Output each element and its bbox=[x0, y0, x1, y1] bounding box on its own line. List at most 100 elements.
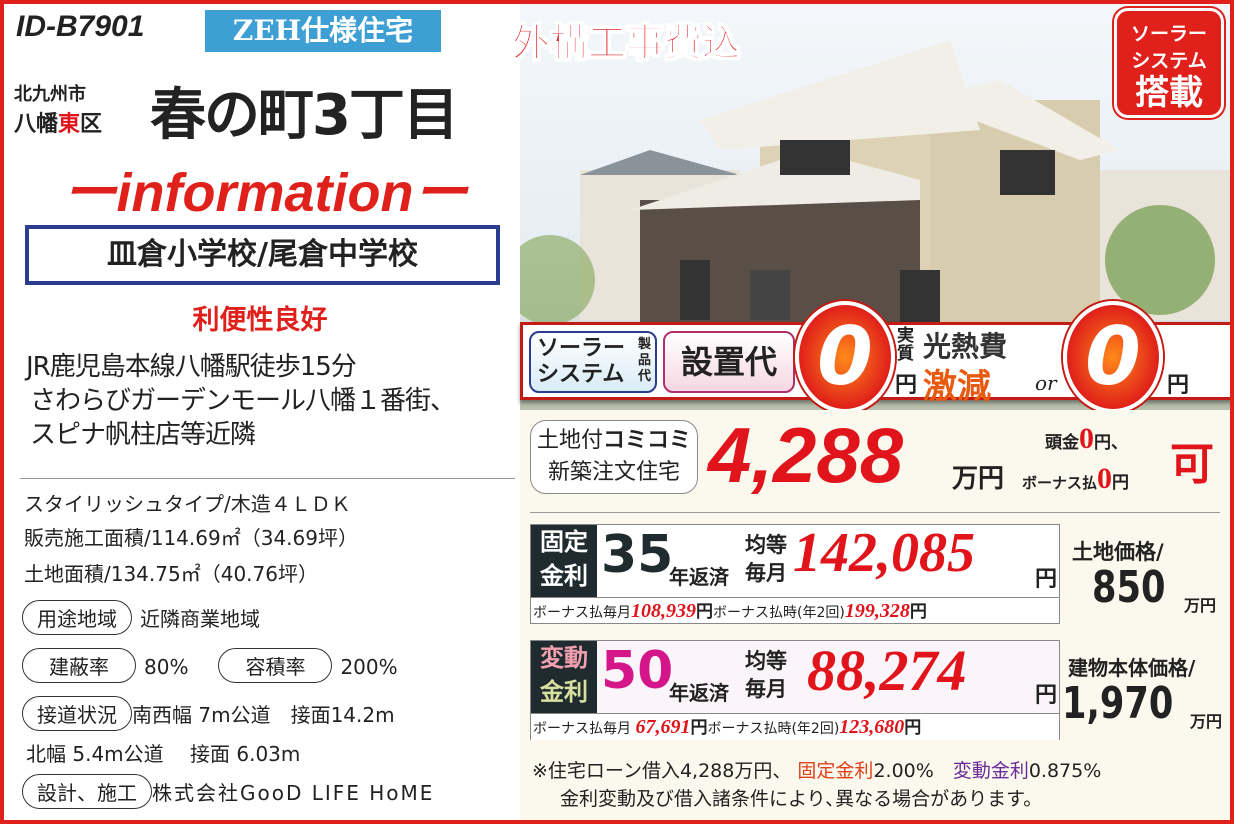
value: 0 bbox=[1079, 422, 1094, 455]
loan-note-line2: 金利変動及び借入諸条件により､異なる場合があります。 bbox=[560, 788, 1043, 810]
detail-row-zoning: 用途地域 近隣商業地域 bbox=[22, 600, 260, 635]
zero-yen-utility: 0 bbox=[1063, 301, 1163, 413]
detail-row-builder: 設計、施工 株式会社GooD LIFE HoME bbox=[22, 774, 434, 809]
bonus-monthly-value: 108,939 bbox=[631, 600, 696, 622]
product-cost-label: 製品代 bbox=[638, 337, 652, 384]
badge-line: システム bbox=[1131, 50, 1207, 72]
total-price: 4,288 bbox=[708, 411, 904, 499]
solar-system-label: ソーラー システム 製品代 bbox=[529, 331, 657, 393]
detail-label: 設計、施工 bbox=[22, 774, 152, 809]
convenience-title: 利便性良好 bbox=[192, 305, 328, 336]
label: 頭金 bbox=[1045, 433, 1079, 453]
fixed-rate-value: 2.00% bbox=[873, 760, 934, 782]
spec-line: 土地面積/134.75㎡（40.76坪） bbox=[24, 562, 318, 586]
bonus-time-value: 199,328 bbox=[844, 600, 910, 622]
property-id: ID-B7901 bbox=[16, 10, 145, 43]
loan-note-line1: ※住宅ローン借入4,288万円、 固定金利2.00% 変動金利0.875% bbox=[532, 756, 1101, 783]
spec-line: 販売施工面積/114.69㎡（34.69坪） bbox=[24, 526, 358, 550]
loan-type-tag: 固定 金利 bbox=[531, 525, 597, 597]
ward-prefix: 八幡 bbox=[14, 112, 59, 137]
price-unit: 万円 bbox=[952, 464, 1005, 494]
years-suffix: 年返済 bbox=[669, 681, 729, 705]
detail-label: 用途地域 bbox=[22, 600, 132, 635]
monthly-label: 均等 毎月 bbox=[745, 647, 787, 703]
badge-line: 搭載 bbox=[1135, 73, 1203, 113]
or-label: or bbox=[1035, 371, 1057, 395]
detail-road-line2: 北幅 5.4m公道 接面 6.03m bbox=[26, 742, 301, 766]
convenience-line: JR鹿児島本線八幡駅徒歩15分 bbox=[26, 352, 357, 382]
label: 円 bbox=[690, 718, 708, 738]
building-price-value: 1,970 bbox=[1062, 678, 1174, 729]
label-line: 均等 bbox=[745, 533, 787, 557]
detail-row-road: 接道状況 南西幅 7m公道 接面14.2m bbox=[22, 696, 395, 731]
yen-label: 円 bbox=[1035, 567, 1058, 592]
ok-label: 可 bbox=[1170, 439, 1214, 490]
label-line: 毎月 bbox=[745, 677, 787, 701]
years-suffix: 年返済 bbox=[669, 565, 729, 589]
monthly-payment: 142,085 bbox=[793, 522, 975, 584]
bonus-payment: ボーナス払0円 bbox=[1022, 462, 1129, 496]
reduction-label: 激減 bbox=[923, 367, 991, 407]
bonus-time-value: 123,680 bbox=[839, 716, 905, 738]
label: ボーナス払時(年2回) bbox=[713, 605, 845, 621]
convenience-line: さわらびガーデンモール八幡１番街、 bbox=[30, 386, 456, 416]
ward: 八幡東区 bbox=[14, 106, 102, 138]
variable-rate-label: 変動金利 bbox=[952, 760, 1029, 782]
label-line: システム bbox=[537, 362, 625, 387]
yen-label: 円 bbox=[1167, 373, 1190, 398]
yen-label: 円 bbox=[1035, 683, 1058, 708]
ward-highlight: 東 bbox=[58, 112, 81, 137]
information-title: ーinformationー bbox=[62, 163, 468, 223]
loan-years: 50 bbox=[601, 641, 674, 701]
tag-line: 変動 bbox=[540, 644, 588, 672]
variable-rate-loan: 変動金利 50 年返済 均等毎月 88,274 円 ボーナス払毎月 67,691… bbox=[530, 638, 1060, 740]
jisshitsu-label: 実質 bbox=[897, 326, 914, 364]
label: 円 bbox=[696, 602, 713, 622]
ward-suffix: 区 bbox=[80, 112, 103, 137]
label-line: 土地付コミコミ bbox=[531, 425, 697, 457]
detail-label: 容積率 bbox=[218, 648, 333, 683]
exterior-included-label: 外構工事費込 bbox=[511, 21, 741, 66]
bonus-row: ボーナス払毎月 67,691円ボーナス払時(年2回)123,680円 bbox=[531, 713, 1059, 740]
fixed-rate-label: 固定金利 bbox=[797, 760, 874, 782]
monthly-label: 均等 毎月 bbox=[745, 531, 787, 587]
detail-value: 株式会社GooD LIFE HoME bbox=[152, 781, 435, 805]
variable-rate-value: 0.875% bbox=[1028, 760, 1102, 782]
bonus-row: ボーナス払毎月108,939円ボーナス払時(年2回)199,328円 bbox=[531, 597, 1059, 624]
label-line: ソーラー bbox=[537, 336, 626, 361]
land-price-unit: 万円 bbox=[1184, 596, 1217, 615]
label: ボーナス払毎月 bbox=[533, 605, 631, 621]
loan-type-tag: 変動 金利 bbox=[531, 641, 597, 713]
utility-cost-label: 光熱費 bbox=[923, 330, 1008, 363]
building-price-unit: 万円 bbox=[1190, 712, 1223, 731]
detail-value: 200% bbox=[340, 655, 398, 679]
label-line: 均等 bbox=[745, 649, 787, 673]
bonus-monthly-value: 67,691 bbox=[635, 716, 691, 738]
badge-line: ソーラー bbox=[1130, 23, 1207, 45]
solar-offer-band: ソーラー システム 製品代 設置代 0 実質 円 光熱費 激減 or 0 円 bbox=[520, 301, 1234, 413]
tag-line: 金利 bbox=[540, 678, 588, 706]
tag-line: 金利 bbox=[540, 562, 588, 590]
label: ボーナス払毎月 bbox=[533, 721, 631, 737]
spec-line: スタイリッシュタイプ/木造４ＬＤＫ bbox=[24, 492, 351, 516]
school-district: 皿倉小学校/尾倉中学校 bbox=[25, 225, 500, 285]
divider bbox=[530, 512, 1220, 513]
loan-years: 35 bbox=[601, 525, 674, 585]
detail-value: 南西幅 7m公道 接面14.2m bbox=[132, 703, 395, 727]
value: 0 bbox=[1097, 462, 1113, 495]
fixed-rate-loan: 固定 金利 35 年返済 均等毎月 142,085 円 ボーナス払毎月108,93… bbox=[530, 522, 1060, 624]
label-line: 新築注文住宅 bbox=[547, 460, 680, 485]
label: ボーナス払 bbox=[1022, 474, 1098, 492]
price-label: 土地付コミコミ 新築注文住宅 bbox=[530, 420, 698, 494]
town-name: 春の町3丁目 bbox=[150, 83, 459, 148]
label: 円 bbox=[904, 718, 922, 738]
land-price-value: 850 bbox=[1092, 562, 1166, 613]
land-price-label: 土地価格/ bbox=[1072, 540, 1164, 564]
label: 円 bbox=[909, 602, 927, 622]
monthly-payment: 88,274 bbox=[807, 638, 967, 703]
detail-label: 建蔽率 bbox=[22, 648, 136, 683]
detail-label: 接道状況 bbox=[22, 696, 132, 731]
building-price-label: 建物本体価格/ bbox=[1068, 656, 1196, 680]
label-line: 毎月 bbox=[745, 561, 787, 585]
detail-value: 80% bbox=[144, 655, 189, 679]
